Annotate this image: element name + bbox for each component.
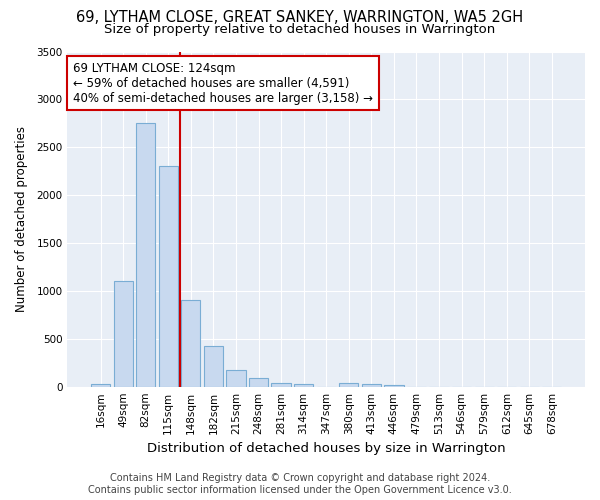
X-axis label: Distribution of detached houses by size in Warrington: Distribution of detached houses by size … xyxy=(147,442,506,455)
Bar xyxy=(249,378,268,386)
Bar xyxy=(204,346,223,387)
Bar xyxy=(181,300,200,386)
Bar xyxy=(113,282,133,387)
Bar xyxy=(91,384,110,386)
Bar xyxy=(294,384,313,386)
Bar xyxy=(385,385,404,386)
Bar xyxy=(158,166,178,386)
Bar xyxy=(339,384,358,386)
Bar xyxy=(226,370,245,386)
Bar xyxy=(271,383,290,386)
Text: 69 LYTHAM CLOSE: 124sqm
← 59% of detached houses are smaller (4,591)
40% of semi: 69 LYTHAM CLOSE: 124sqm ← 59% of detache… xyxy=(73,62,373,104)
Bar xyxy=(362,384,381,386)
Text: Size of property relative to detached houses in Warrington: Size of property relative to detached ho… xyxy=(104,22,496,36)
Text: 69, LYTHAM CLOSE, GREAT SANKEY, WARRINGTON, WA5 2GH: 69, LYTHAM CLOSE, GREAT SANKEY, WARRINGT… xyxy=(76,10,524,25)
Bar xyxy=(136,124,155,386)
Text: Contains HM Land Registry data © Crown copyright and database right 2024.
Contai: Contains HM Land Registry data © Crown c… xyxy=(88,474,512,495)
Y-axis label: Number of detached properties: Number of detached properties xyxy=(15,126,28,312)
